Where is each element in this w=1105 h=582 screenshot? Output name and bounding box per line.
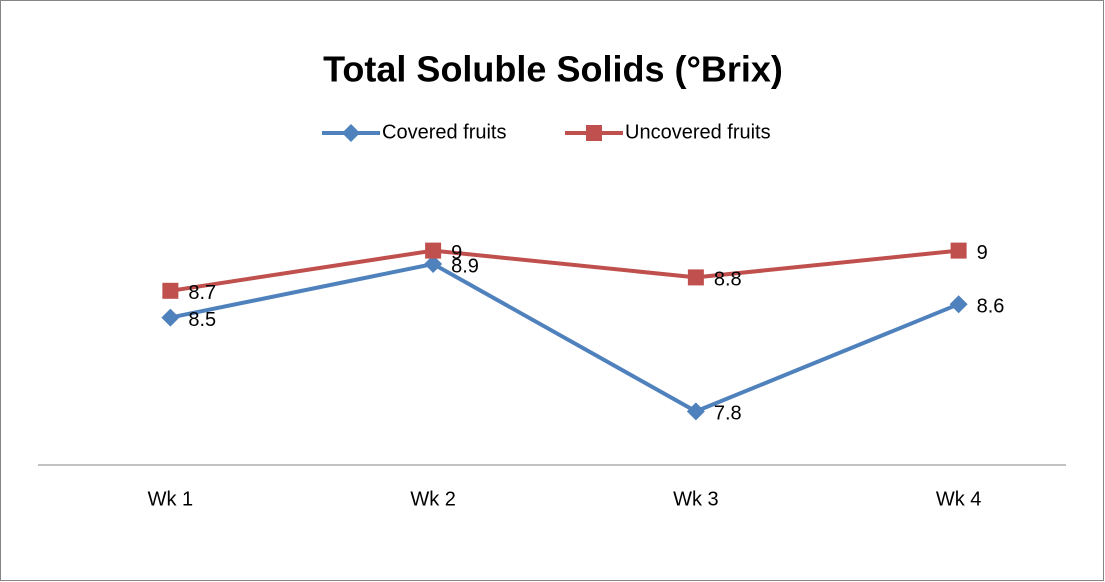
data-label: 8.8 <box>714 269 742 291</box>
data-label: 7.8 <box>714 403 742 425</box>
x-tick-label: Wk 3 <box>673 488 719 510</box>
data-point <box>424 255 443 273</box>
data-point <box>687 269 704 286</box>
data-point <box>161 308 180 327</box>
data-point <box>950 242 967 259</box>
data-label: 8.6 <box>977 295 1005 317</box>
x-tick-label: Wk 1 <box>148 488 194 510</box>
data-label: 9 <box>451 242 462 264</box>
legend-label: Uncovered fruits <box>625 121 771 143</box>
x-tick-label: Wk 2 <box>410 488 456 510</box>
x-tick-label: Wk 4 <box>936 488 982 510</box>
data-label: 9 <box>977 242 988 264</box>
data-label: 8.7 <box>188 282 216 304</box>
data-point <box>162 282 179 299</box>
data-label: 8.9 <box>451 255 479 277</box>
legend-marker <box>342 124 360 142</box>
chart-title: Total Soluble Solids (°Brix) <box>323 49 783 90</box>
data-point <box>949 295 968 314</box>
data-label: 8.5 <box>188 309 216 331</box>
legend-marker <box>586 125 602 141</box>
series-line <box>170 248 959 293</box>
data-point <box>425 242 442 259</box>
series-line <box>169 261 960 414</box>
data-point <box>686 402 705 421</box>
legend-label: Covered fruits <box>382 121 507 143</box>
